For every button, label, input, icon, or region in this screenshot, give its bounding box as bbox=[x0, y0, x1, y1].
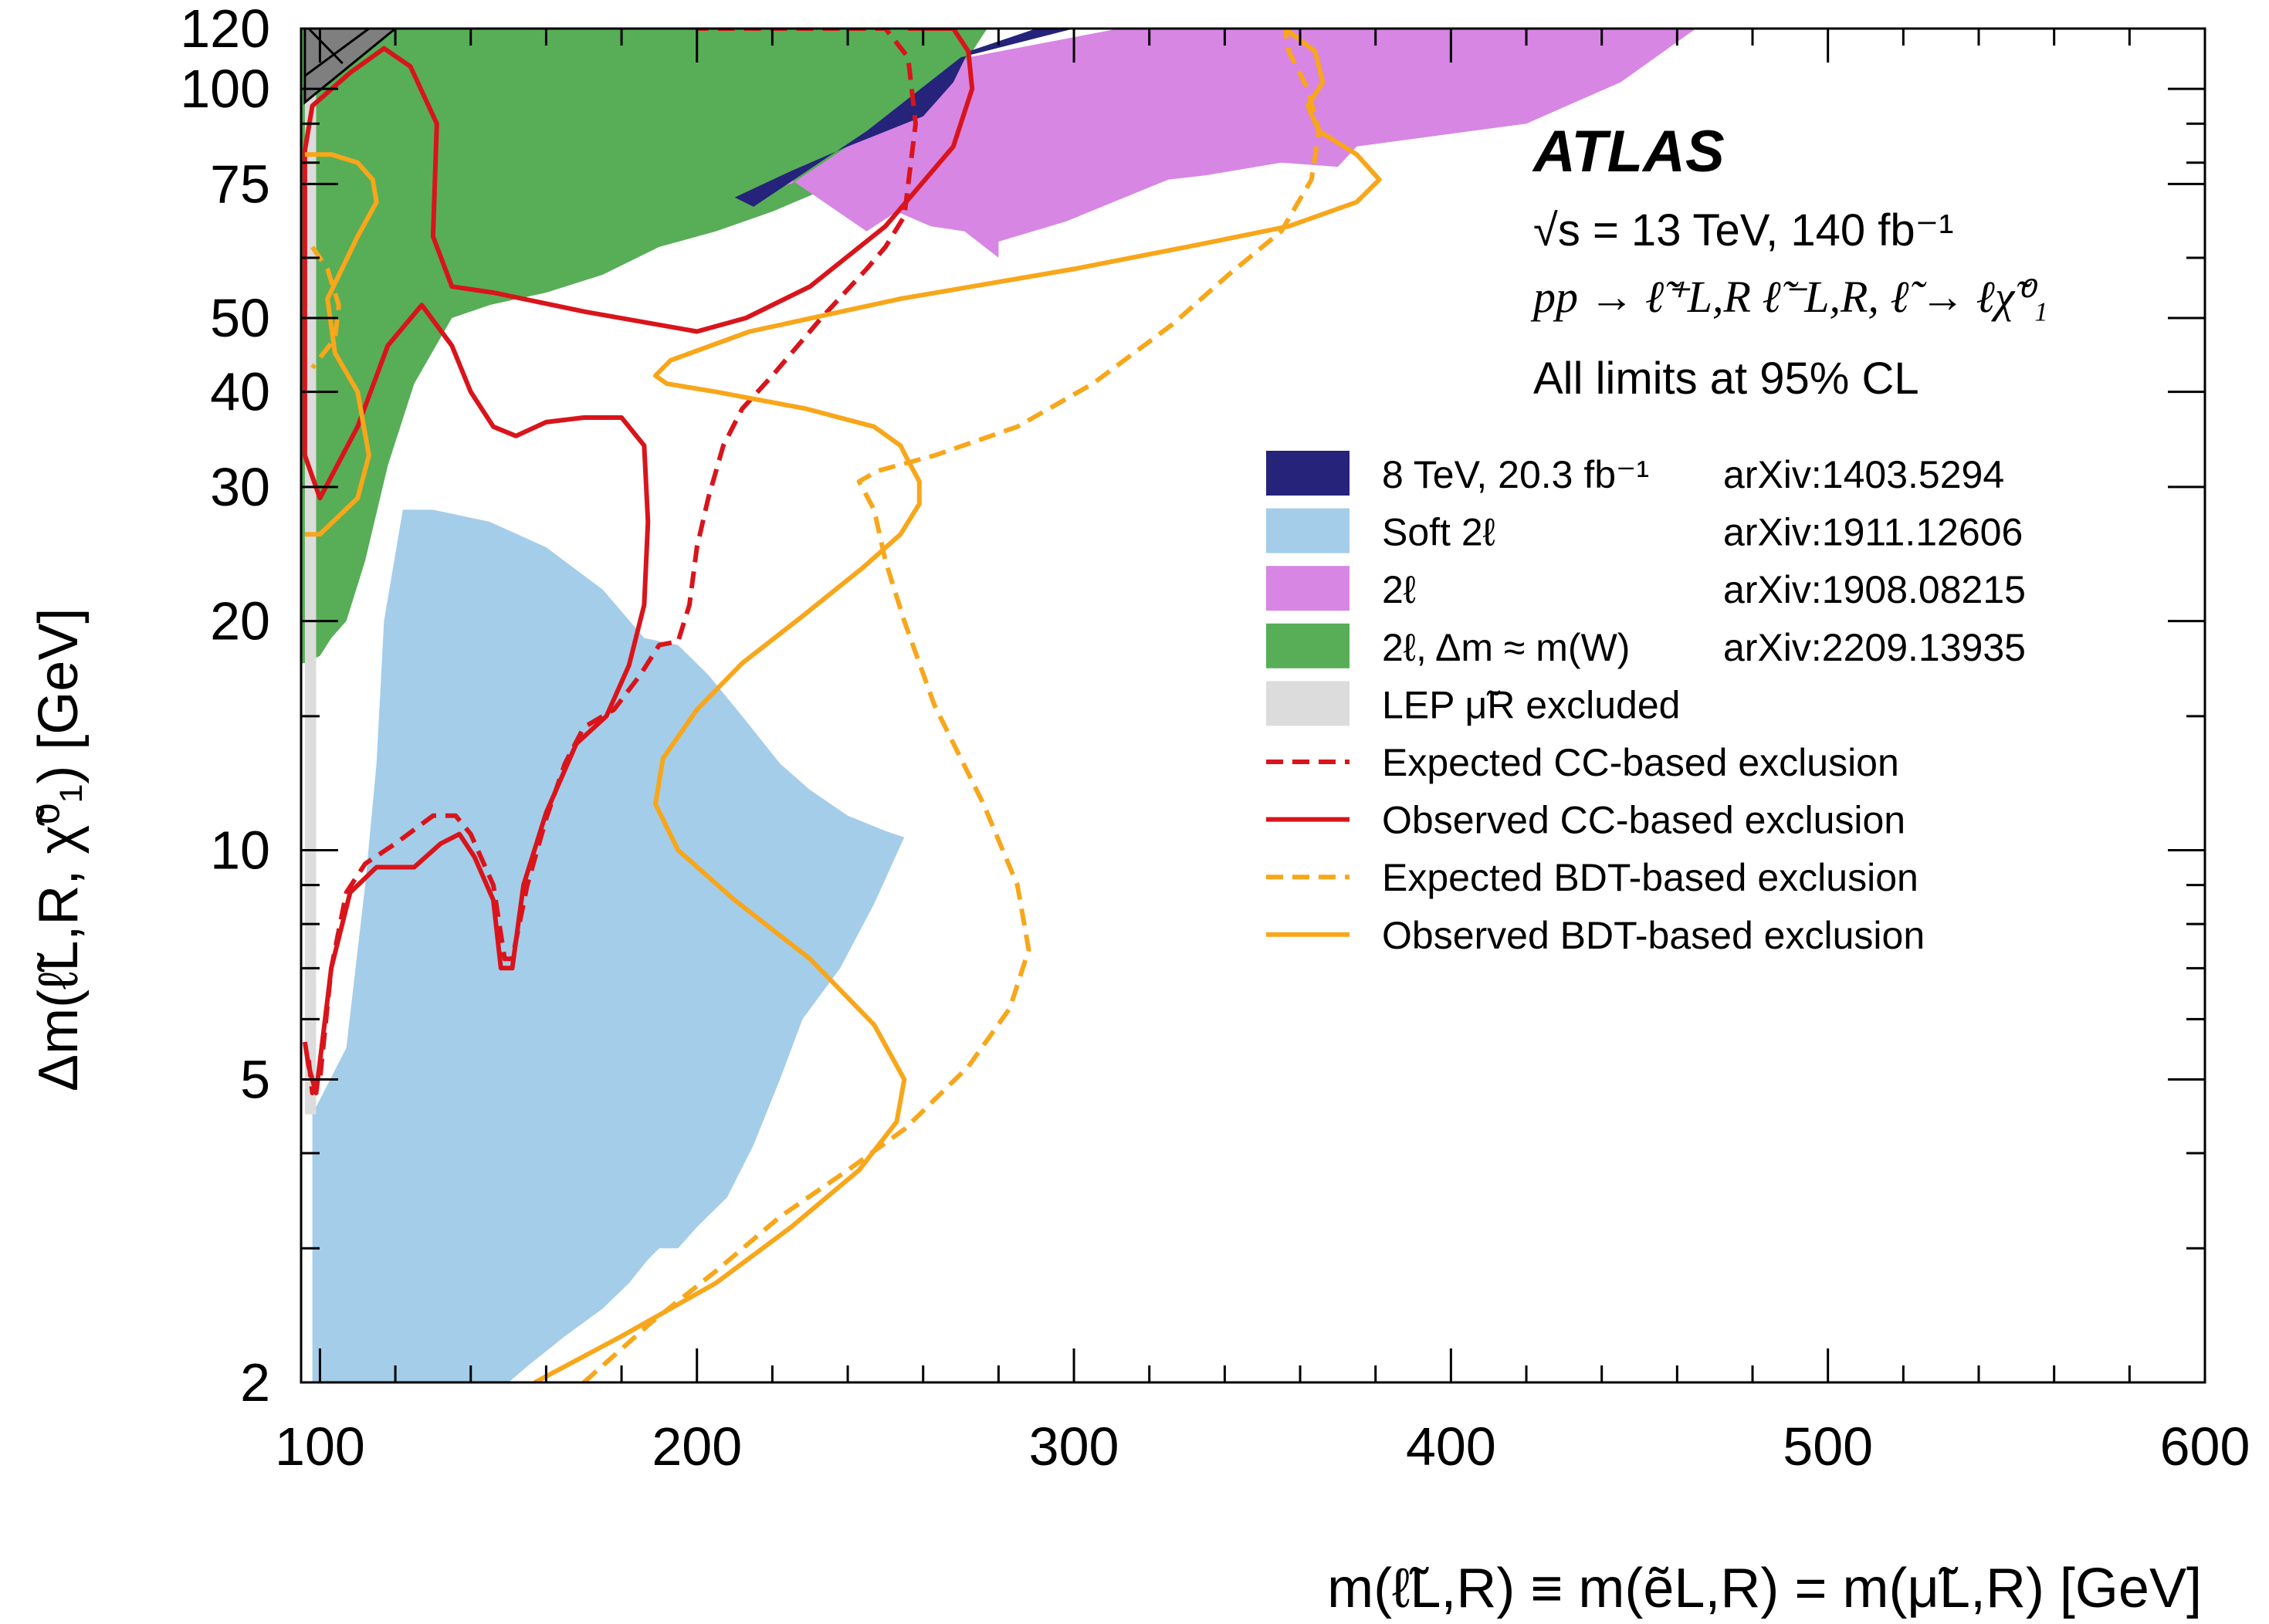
observed-cc-based-exclusion-line bbox=[302, 29, 975, 1095]
x-tick-label: 100 bbox=[275, 1416, 365, 1477]
info-line-energy-lumi: √s = 13 TeV, 140 fb⁻¹ bbox=[1533, 205, 1954, 255]
bdt-low-mass-contour-0 bbox=[310, 245, 341, 370]
y-tick-label: 100 bbox=[180, 59, 270, 119]
legend-swatch bbox=[1266, 508, 1350, 553]
legend: 8 TeV, 20.3 fb⁻¹ arXiv:1403.5294 Soft 2ℓ ar… bbox=[1266, 451, 2026, 957]
legend-swatch bbox=[1266, 623, 1350, 668]
legend-label: 8 TeV, 20.3 fb⁻¹ bbox=[1382, 453, 1649, 496]
region-soft-2l bbox=[312, 509, 905, 1382]
legend-reference: arXiv:2209.13935 bbox=[1723, 626, 2026, 669]
legend-label: Observed BDT-based exclusion bbox=[1382, 914, 1925, 957]
legend-swatch bbox=[1266, 566, 1350, 611]
legend-swatch bbox=[1266, 681, 1350, 726]
x-tick-label: 400 bbox=[1406, 1416, 1496, 1477]
legend-reference: arXiv:1908.08215 bbox=[1723, 568, 2026, 611]
region-2l bbox=[746, 29, 1696, 258]
info-line-cl: All limits at 95% CL bbox=[1533, 354, 1919, 404]
y-tick-label: 30 bbox=[210, 457, 270, 517]
legend-label: 2ℓ, Δm ≈ m(W) bbox=[1382, 626, 1630, 669]
region-lep bbox=[304, 29, 317, 1115]
info-line-process: pp → ℓ̃⁺L,R ℓ̃⁻L,R, ℓ̃ → ℓχ̃⁰₁ bbox=[1530, 272, 2048, 322]
legend-label: Expected BDT-based exclusion bbox=[1382, 856, 1918, 899]
hatch-line bbox=[307, 29, 344, 65]
bdt-low-mass-contour-1 bbox=[304, 152, 379, 537]
y-tick-label: 10 bbox=[210, 820, 270, 881]
legend-reference: arXiv:1911.12606 bbox=[1723, 511, 2023, 554]
legend-swatch bbox=[1266, 451, 1350, 496]
legend-reference: arXiv:1403.5294 bbox=[1723, 453, 2004, 496]
legend-label: Expected CC-based exclusion bbox=[1382, 741, 1899, 784]
x-axis-title: m(ℓ̃L,R) ≡ m(ẽL,R) = m(μ̃L,R) [GeV] bbox=[1327, 1558, 2202, 1619]
y-tick-label: 2 bbox=[240, 1352, 270, 1413]
x-tick-label: 600 bbox=[2160, 1416, 2250, 1477]
x-tick-label: 500 bbox=[1783, 1416, 1873, 1477]
hatch-line bbox=[303, 29, 370, 77]
expected-cc-based-exclusion-line bbox=[306, 29, 918, 1095]
y-tick-label: 5 bbox=[240, 1049, 270, 1109]
legend-label: Observed CC-based exclusion bbox=[1382, 799, 1905, 842]
plot-frame bbox=[300, 27, 2206, 1384]
y-tick-label: 75 bbox=[210, 154, 270, 214]
x-tick-label: 200 bbox=[652, 1416, 742, 1477]
y-tick-label: 20 bbox=[210, 591, 270, 651]
y-axis-title: Δm(ℓ̃L,R, χ̃⁰₁) [GeV] bbox=[28, 608, 90, 1091]
x-tick-label: 300 bbox=[1029, 1416, 1119, 1477]
observed-bdt-based-exclusion-line bbox=[533, 29, 1382, 1382]
legend-label: 2ℓ bbox=[1382, 568, 1416, 611]
atlas-label: ATLAS bbox=[1532, 119, 1725, 184]
exclusion-regions bbox=[301, 29, 1696, 1382]
y-tick-label: 50 bbox=[210, 288, 270, 348]
y-tick-label: 40 bbox=[210, 362, 270, 422]
y-tick-label: 120 bbox=[180, 0, 270, 59]
legend-label: LEP μ̃R excluded bbox=[1382, 683, 1680, 726]
region-8tev bbox=[734, 29, 1074, 207]
kinematically-forbidden-region bbox=[303, 29, 398, 105]
legend-label: Soft 2ℓ bbox=[1382, 511, 1495, 554]
axis-ticks bbox=[301, 27, 2206, 1384]
exclusion-contours bbox=[302, 29, 1382, 1382]
